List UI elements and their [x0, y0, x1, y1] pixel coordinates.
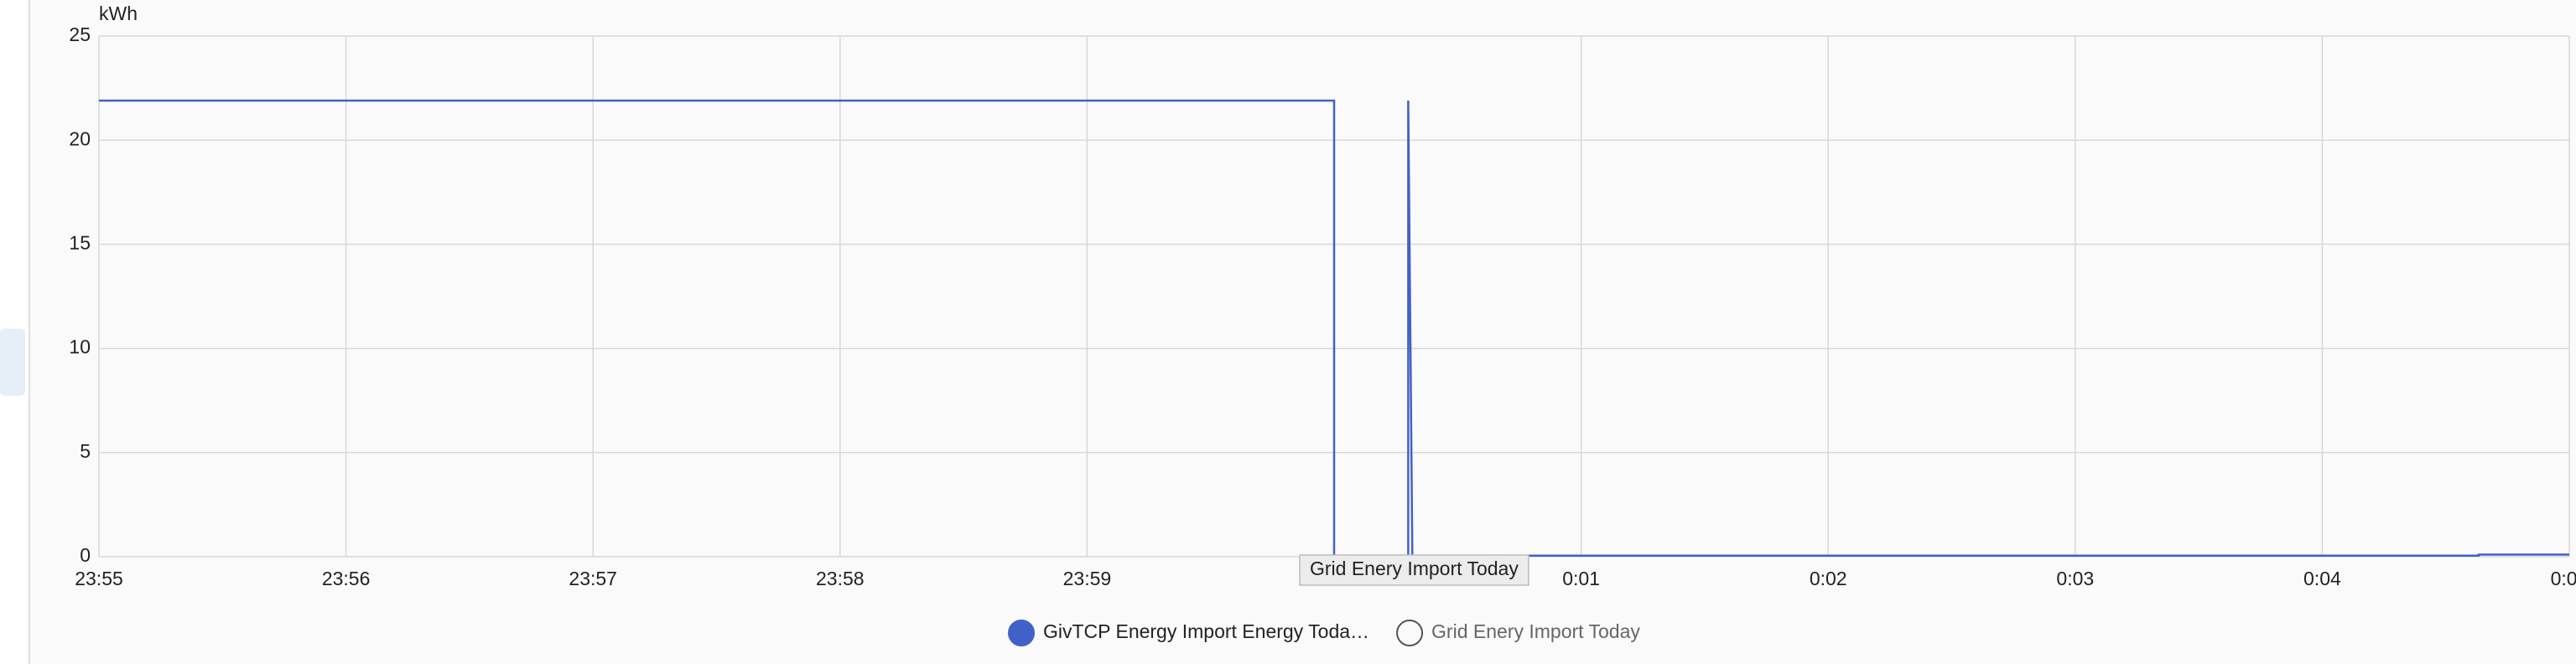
sidebar-item[interactable]	[0, 329, 25, 396]
tooltip-box	[1299, 554, 1530, 586]
legend-marker[interactable]	[1396, 620, 1424, 646]
legend-label[interactable]: Grid Enery Import Today	[1431, 620, 1640, 642]
x-tick-label: 0:01	[1562, 568, 1600, 589]
y-tick-label: 25	[69, 23, 91, 45]
x-tick-label: 23:58	[816, 568, 865, 589]
x-tick-label: 0:02	[1810, 568, 1847, 589]
legend-marker[interactable]	[1008, 620, 1035, 646]
x-tick-label: 0:04	[2303, 568, 2341, 589]
data-line	[99, 99, 2569, 558]
x-tick-label: 23:57	[569, 568, 617, 589]
y-tick-label: 10	[69, 336, 91, 358]
y-tick-label: 0	[80, 544, 91, 566]
y-tick-label: 15	[69, 231, 91, 253]
x-tick-label: 23:55	[75, 568, 123, 589]
x-tick-label: 0:03	[2056, 568, 2094, 589]
y-tick-label: 5	[80, 440, 91, 462]
y-axis-label: kWh	[99, 3, 138, 24]
tooltip: Grid Enery Import Today	[1299, 554, 1530, 586]
legend-label[interactable]: GivTCP Energy Import Energy Toda…	[1043, 620, 1369, 642]
x-tick-label: 23:56	[322, 568, 371, 589]
y-tick-label: 20	[69, 127, 91, 149]
tooltip-text: Grid Enery Import Today	[1310, 558, 1519, 579]
x-tick-label: 23:59	[1063, 568, 1112, 589]
x-tick-label: 0:05	[2551, 568, 2576, 589]
